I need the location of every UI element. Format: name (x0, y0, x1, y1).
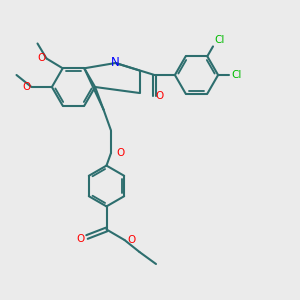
Text: N: N (111, 56, 120, 70)
Text: O: O (116, 148, 125, 158)
Text: O: O (127, 235, 135, 245)
Text: O: O (156, 91, 164, 101)
Text: O: O (38, 53, 46, 64)
Text: O: O (23, 82, 31, 92)
Text: Cl: Cl (214, 35, 225, 45)
Text: O: O (76, 233, 85, 244)
Text: Cl: Cl (231, 70, 242, 80)
